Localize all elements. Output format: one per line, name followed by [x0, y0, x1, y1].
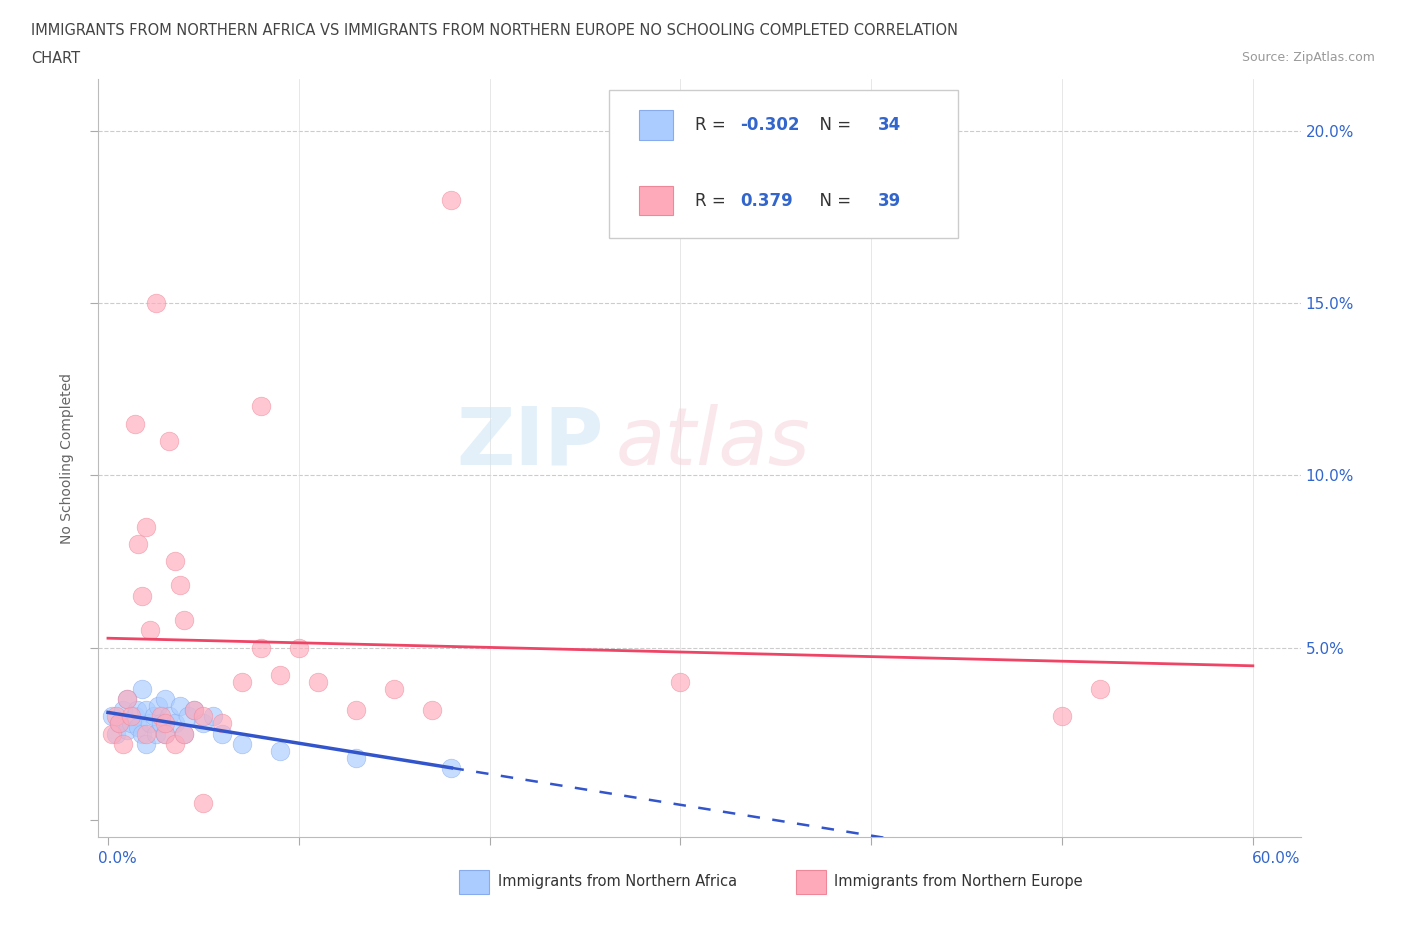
Bar	[640, 186, 673, 216]
Point	[163, 554, 186, 569]
Point	[669, 674, 692, 689]
Point	[173, 726, 195, 741]
Point	[193, 709, 215, 724]
Point	[115, 692, 138, 707]
Point	[183, 702, 205, 717]
Point	[201, 709, 224, 724]
Point	[211, 726, 233, 741]
Text: Immigrants from Northern Africa: Immigrants from Northern Africa	[498, 874, 737, 889]
Point	[249, 640, 271, 655]
Point	[104, 709, 127, 724]
Point	[1088, 682, 1111, 697]
Point	[108, 716, 131, 731]
Point	[128, 537, 150, 551]
Text: 0.379: 0.379	[741, 192, 793, 209]
Point	[101, 709, 124, 724]
Point	[145, 296, 167, 311]
Text: R =: R =	[695, 116, 731, 134]
Text: CHART: CHART	[31, 51, 80, 66]
Point	[125, 702, 148, 717]
Y-axis label: No Schooling Completed: No Schooling Completed	[60, 373, 75, 543]
Point	[131, 726, 153, 741]
Text: IMMIGRANTS FROM NORTHERN AFRICA VS IMMIGRANTS FROM NORTHERN EUROPE NO SCHOOLING : IMMIGRANTS FROM NORTHERN AFRICA VS IMMIG…	[31, 23, 957, 38]
Text: 60.0%: 60.0%	[1253, 851, 1301, 866]
Bar	[796, 870, 825, 894]
Bar	[458, 870, 489, 894]
Text: Source: ZipAtlas.com: Source: ZipAtlas.com	[1241, 51, 1375, 64]
FancyBboxPatch shape	[609, 90, 957, 238]
Point	[173, 726, 195, 741]
Point	[344, 751, 367, 765]
Point	[157, 709, 180, 724]
Point	[422, 702, 444, 717]
Point	[142, 709, 165, 724]
Point	[145, 726, 167, 741]
Point	[382, 682, 405, 697]
Point	[177, 709, 200, 724]
Point	[231, 737, 253, 751]
Text: 34: 34	[877, 116, 901, 134]
Point	[120, 716, 142, 731]
Point	[193, 716, 215, 731]
Point	[269, 668, 291, 683]
Point	[231, 674, 253, 689]
Point	[139, 623, 162, 638]
Point	[115, 692, 138, 707]
Point	[155, 726, 177, 741]
Point	[135, 702, 157, 717]
Point	[150, 709, 173, 724]
Point	[307, 674, 329, 689]
Point	[269, 743, 291, 758]
Point	[128, 719, 150, 734]
Point	[135, 520, 157, 535]
Text: 0.0%: 0.0%	[98, 851, 138, 866]
Point	[173, 613, 195, 628]
Point	[157, 433, 180, 448]
Point	[211, 716, 233, 731]
Point	[104, 726, 127, 741]
Point	[163, 716, 186, 731]
Point	[108, 716, 131, 731]
Point	[1050, 709, 1073, 724]
Point	[131, 682, 153, 697]
Point	[146, 698, 169, 713]
Point	[135, 737, 157, 751]
Point	[135, 726, 157, 741]
Text: -0.302: -0.302	[741, 116, 800, 134]
Bar	[640, 110, 673, 140]
Text: atlas: atlas	[616, 404, 810, 482]
Point	[101, 726, 124, 741]
Point	[112, 737, 135, 751]
Point	[440, 193, 463, 207]
Point	[115, 723, 138, 737]
Point	[440, 761, 463, 776]
Point	[169, 578, 191, 593]
Point	[193, 795, 215, 810]
Point	[163, 737, 186, 751]
Point	[287, 640, 309, 655]
Point	[344, 702, 367, 717]
Text: N =: N =	[808, 192, 856, 209]
Text: N =: N =	[808, 116, 856, 134]
Point	[155, 716, 177, 731]
Point	[150, 716, 173, 731]
Point	[155, 726, 177, 741]
Point	[169, 698, 191, 713]
Point	[124, 416, 146, 431]
Text: Immigrants from Northern Europe: Immigrants from Northern Europe	[834, 874, 1083, 889]
Point	[155, 692, 177, 707]
Point	[120, 709, 142, 724]
Text: ZIP: ZIP	[456, 404, 603, 482]
Text: R =: R =	[695, 192, 735, 209]
Text: 39: 39	[877, 192, 901, 209]
Point	[124, 709, 146, 724]
Point	[112, 702, 135, 717]
Point	[131, 589, 153, 604]
Point	[249, 399, 271, 414]
Point	[139, 716, 162, 731]
Point	[183, 702, 205, 717]
